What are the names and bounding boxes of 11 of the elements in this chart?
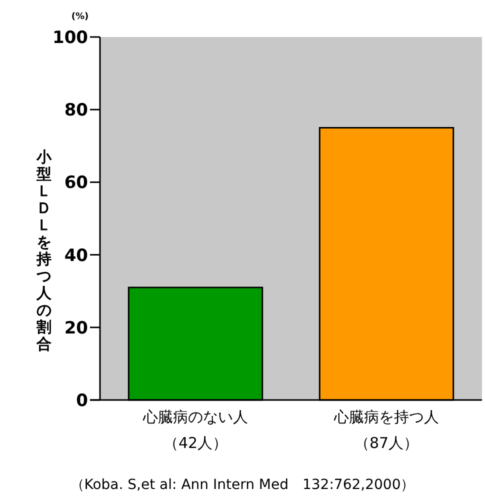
y-tick-label: 40 (64, 246, 88, 266)
text: 小型ＬＤＬを持つ人の割合 (36, 148, 52, 353)
text: （Koba. S,et al: Ann Intern Med 132:762,2000） (70, 477, 415, 493)
y-tick-label: 60 (64, 173, 88, 194)
text: (%) (71, 12, 89, 22)
x-tick-label: 心臓病のない人（42人） (142, 408, 248, 452)
y-tick-label: 0 (76, 390, 88, 411)
y-tick-label: 100 (52, 28, 88, 48)
y-tick-label: 20 (64, 318, 88, 338)
y-tick-label: 80 (64, 100, 88, 121)
x-tick-label: 心臓病を持つ人（87人） (333, 408, 439, 452)
